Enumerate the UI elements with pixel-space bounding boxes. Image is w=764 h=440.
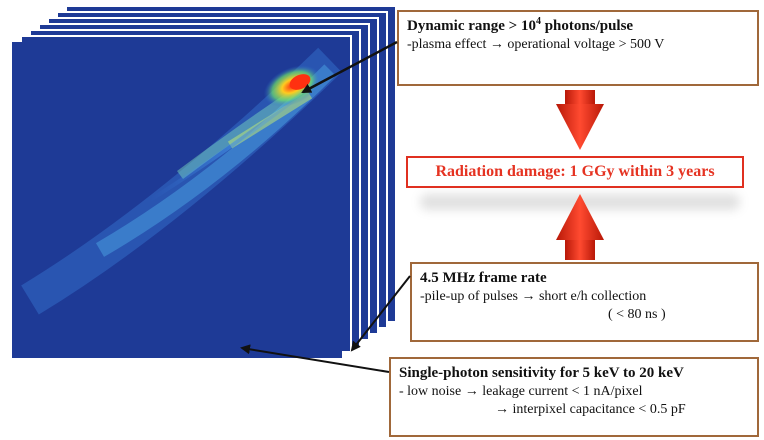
single-photon-box: Single-photon sensitivity for 5 keV to 2… <box>389 357 759 437</box>
dynamic-range-box: Dynamic range > 104 photons/pulse -plasm… <box>397 10 759 86</box>
single-photon-line-2: → interpixel capacitance < 0.5 pF <box>495 402 686 417</box>
right-arrow-icon: → <box>521 289 536 304</box>
right-arrow-icon: → <box>464 384 479 399</box>
dynamic-range-title: Dynamic range > 104 photons/pulse <box>407 16 634 35</box>
red-up-arrow-icon <box>556 194 604 260</box>
dynamic-range-line: -plasma effect → operational voltage > 5… <box>407 37 665 52</box>
frame-rate-box: 4.5 MHz frame rate -pile-up of pulses → … <box>410 262 759 342</box>
front-frame <box>12 42 342 358</box>
radiation-damage-title: Radiation damage: 1 GGy within 3 years <box>435 163 715 180</box>
single-photon-line: - low noise → leakage current < 1 nA/pix… <box>399 384 643 399</box>
frame-rate-pointer-arrow <box>350 275 411 352</box>
radiation-damage-box: Radiation damage: 1 GGy within 3 years <box>406 156 744 188</box>
right-arrow-icon: → <box>495 402 509 417</box>
frame-rate-title: 4.5 MHz frame rate <box>420 270 547 286</box>
single-photon-pointer-arrow <box>240 344 390 373</box>
red-down-arrow-icon <box>556 90 604 150</box>
frame-rate-line-2: ( < 80 ns ) <box>608 307 666 322</box>
right-arrow-icon: → <box>489 37 504 52</box>
frame-rate-line: -pile-up of pulses → short e/h collectio… <box>420 289 647 304</box>
single-photon-title: Single-photon sensitivity for 5 keV to 2… <box>399 365 684 381</box>
dynamic-range-pointer-arrow <box>301 40 398 94</box>
detector-frame-stack <box>12 5 397 358</box>
